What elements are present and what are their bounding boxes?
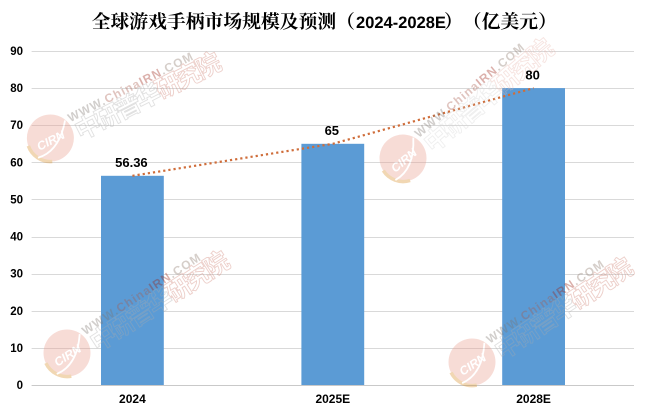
svg-text:60: 60: [10, 157, 23, 169]
svg-text:20: 20: [10, 306, 23, 318]
svg-text:2028E: 2028E: [516, 392, 551, 406]
svg-text:80: 80: [525, 68, 539, 83]
svg-text:2025E: 2025E: [315, 392, 350, 406]
svg-text:65: 65: [325, 123, 339, 138]
svg-text:80: 80: [10, 83, 23, 95]
svg-text:50: 50: [10, 194, 23, 206]
svg-text:90: 90: [10, 46, 23, 58]
svg-text:70: 70: [10, 120, 23, 132]
svg-text:56.36: 56.36: [115, 155, 148, 170]
svg-text:40: 40: [10, 232, 23, 244]
svg-text:2024: 2024: [119, 392, 146, 406]
svg-text:10: 10: [10, 343, 23, 355]
svg-text:0: 0: [17, 380, 23, 392]
svg-text:30: 30: [10, 269, 23, 281]
